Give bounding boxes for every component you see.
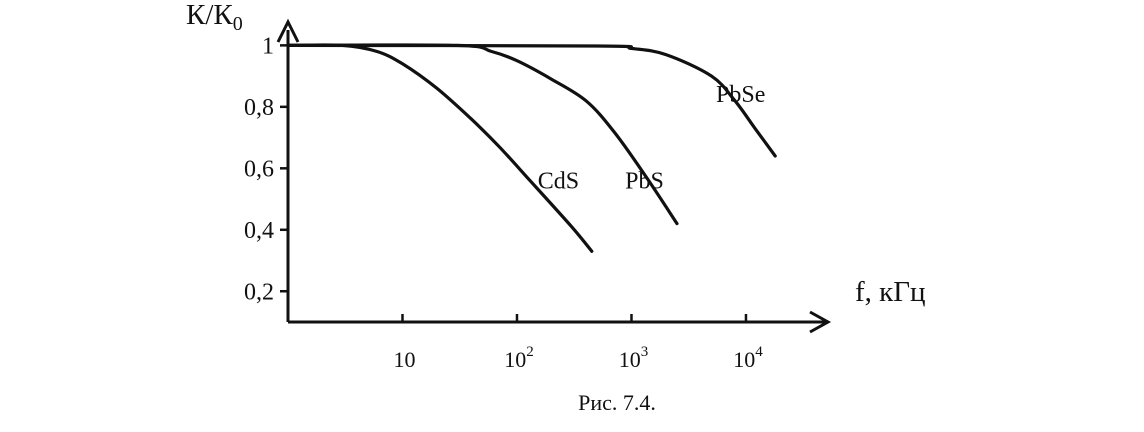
x-tick-label: 10 — [393, 347, 415, 372]
y-tick-label: 0,8 — [244, 95, 274, 121]
series-line-pbs — [286, 43, 679, 226]
y-tick-label: 0,6 — [244, 156, 274, 182]
series-labels: CdS PbS PbSe — [538, 82, 766, 194]
x-axis-arrow — [809, 310, 832, 334]
series-curves — [286, 43, 777, 253]
series-label-pbse: PbSe — [716, 82, 765, 108]
y-axis-arrow — [276, 18, 300, 43]
x-ticks: 10 102 103 104 — [393, 314, 763, 372]
x-tick-label: 102 — [504, 344, 534, 372]
figure-caption: Рис. 7.4. — [578, 390, 656, 415]
y-ticks: 1 0,8 0,6 0,4 0,2 — [244, 33, 288, 305]
series-label-cds: CdS — [538, 168, 579, 194]
axes — [276, 18, 832, 334]
y-tick-label: 1 — [262, 33, 274, 59]
x-axis-title: f, кГц — [855, 276, 926, 308]
series-line-pbse — [286, 43, 777, 158]
y-tick-label: 0,4 — [244, 218, 274, 244]
x-tick-label: 104 — [733, 344, 763, 372]
series-label-pbs: PbS — [625, 168, 664, 194]
x-tick-label: 103 — [619, 344, 649, 372]
series-line-cds — [286, 43, 594, 253]
y-tick-label: 0,2 — [244, 279, 274, 305]
y-axis-title: К/К0 — [186, 0, 243, 35]
